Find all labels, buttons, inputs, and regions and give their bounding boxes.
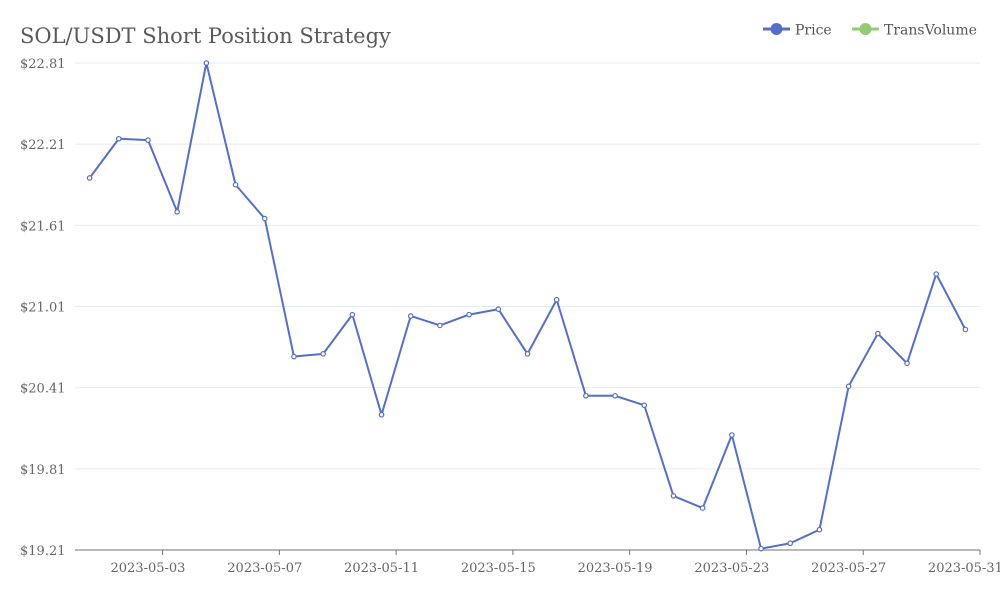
y-tick-label: $21.01 <box>20 301 66 316</box>
data-point[interactable] <box>378 411 385 418</box>
data-point[interactable] <box>787 540 794 547</box>
data-point[interactable] <box>933 271 940 277</box>
data-point[interactable] <box>203 60 210 66</box>
legend-transvolume-label: TransVolume <box>884 23 977 39</box>
data-point[interactable] <box>845 383 852 390</box>
x-tick-label: 2023-05-23 <box>694 561 769 576</box>
data-point[interactable] <box>437 322 443 329</box>
legend-price-swatch-dot <box>770 23 783 35</box>
data-point[interactable] <box>641 402 648 409</box>
data-point[interactable] <box>232 181 239 188</box>
data-point[interactable] <box>291 353 297 360</box>
y-tick-label: $19.81 <box>20 463 66 478</box>
data-point[interactable] <box>904 360 910 367</box>
data-point[interactable] <box>816 526 823 533</box>
chart-title: SOL/USDT Short Position Strategy <box>20 24 391 48</box>
data-point[interactable] <box>758 545 764 552</box>
data-point[interactable] <box>174 209 180 215</box>
x-tick-label: 2023-05-19 <box>578 561 653 576</box>
y-tick-label: $19.21 <box>20 544 66 559</box>
data-point[interactable] <box>962 326 969 333</box>
data-point[interactable] <box>86 175 93 181</box>
x-tick-label: 2023-05-15 <box>461 561 536 576</box>
data-point[interactable] <box>612 392 618 399</box>
data-point[interactable] <box>699 505 706 511</box>
data-point[interactable] <box>583 392 589 399</box>
series-price <box>86 60 969 552</box>
legend-price-label: Price <box>795 23 832 39</box>
data-point[interactable] <box>261 215 268 222</box>
legend-item-price[interactable]: Price <box>763 23 832 39</box>
y-tick-label: $20.41 <box>20 382 66 397</box>
x-tick-label: 2023-05-31 <box>928 561 1000 576</box>
legend-item-transvolume[interactable]: TransVolume <box>852 23 977 39</box>
data-point[interactable] <box>407 313 414 319</box>
data-point[interactable] <box>875 330 881 337</box>
data-point[interactable] <box>524 351 531 357</box>
legend-transvolume-swatch-dot <box>859 23 872 35</box>
data-point[interactable] <box>466 311 472 318</box>
x-axis: 2023-05-03 2023-05-07 2023-05-11 2023-05-15… <box>75 549 1000 576</box>
x-tick-label: 2023-05-07 <box>227 561 302 576</box>
y-tick-label: $22.21 <box>20 138 66 153</box>
data-point[interactable] <box>115 135 122 142</box>
x-tick-label: 2023-05-11 <box>344 561 419 576</box>
y-axis: $19.21 $19.81 $20.41 $21.01 $21.61 $22.21 $22.… <box>20 57 66 559</box>
x-tick-label: 2023-05-27 <box>811 561 886 576</box>
legend: Price TransVolume <box>763 23 977 39</box>
data-point[interactable] <box>320 351 326 357</box>
data-point[interactable] <box>670 493 677 499</box>
y-tick-label: $22.81 <box>20 57 66 72</box>
data-point[interactable] <box>553 296 560 303</box>
data-point[interactable] <box>495 306 502 313</box>
y-tick-label: $21.61 <box>20 219 66 234</box>
data-point[interactable] <box>729 432 735 438</box>
data-point[interactable] <box>349 311 356 318</box>
x-tick-label: 2023-05-03 <box>111 561 186 576</box>
data-point[interactable] <box>145 137 151 143</box>
series-line-price <box>88 62 967 550</box>
